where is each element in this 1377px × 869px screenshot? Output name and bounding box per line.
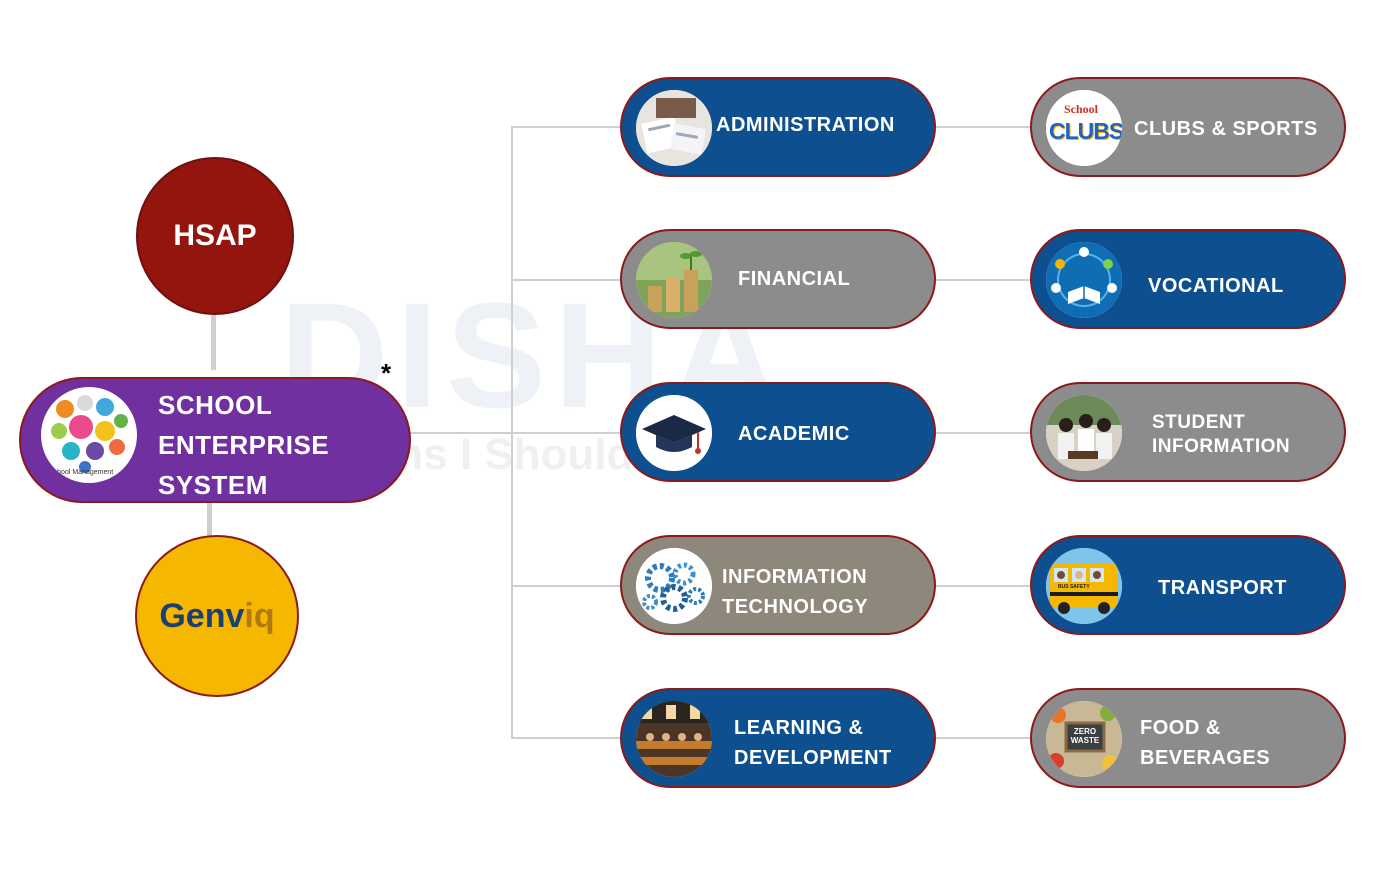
- module-vocational-label: VOCATIONAL: [1148, 271, 1284, 301]
- module-academic[interactable]: ACADEMIC: [620, 382, 936, 482]
- financial-icon: [636, 242, 712, 318]
- genviq-label: Genviq: [159, 597, 274, 636]
- asterisk-marker: *: [381, 358, 391, 389]
- zero-waste-icon: ZERO WASTE: [1046, 701, 1122, 777]
- module-student-information-label-line-1: STUDENT: [1152, 411, 1290, 435]
- module-administration-label-line-1: ADMINISTRATION: [716, 110, 895, 140]
- classroom-icon: [636, 701, 712, 777]
- module-clubs-sports-label-line-1: CLUBS & SPORTS: [1134, 114, 1318, 144]
- students-icon: [1046, 395, 1122, 471]
- school-bus-icon: BUS SAFETY: [1046, 548, 1122, 624]
- module-transport-label: TRANSPORT: [1158, 573, 1287, 603]
- school-management-caption: School Management: [49, 469, 113, 476]
- module-learning-development-label-line-1: LEARNING &: [734, 713, 892, 743]
- module-administration-label: ADMINISTRATION: [716, 110, 895, 140]
- module-administration[interactable]: ADMINISTRATION: [620, 77, 936, 177]
- hsap-node: HSAP: [136, 157, 294, 315]
- connector-pair-1: [936, 126, 1032, 128]
- module-food-beverages-label: FOOD & BEVERAGES: [1140, 713, 1270, 773]
- school-clubs-icon: School CLUBS: [1046, 90, 1122, 166]
- school-enterprise-line-1: SCHOOL: [158, 385, 329, 425]
- module-food-beverages-label-line-1: FOOD &: [1140, 713, 1270, 743]
- module-food-beverages[interactable]: ZERO WASTE FOOD & BEVERAGES: [1030, 688, 1346, 788]
- administration-icon: [636, 90, 712, 166]
- module-information-technology-label-line-1: INFORMATION: [722, 562, 868, 592]
- module-transport[interactable]: BUS SAFETY TRANSPORT: [1030, 535, 1346, 635]
- zero-waste-text: ZERO WASTE: [1070, 727, 1100, 745]
- genviq-label-part2: iq: [244, 597, 274, 635]
- connector-main: [410, 432, 512, 434]
- connector-pair-4: [936, 585, 1032, 587]
- connector-branch-5: [511, 737, 621, 739]
- connector-pair-5: [936, 737, 1032, 739]
- graduation-cap-icon: [636, 395, 712, 471]
- module-student-information[interactable]: STUDENT INFORMATION: [1030, 382, 1346, 482]
- module-information-technology-label: INFORMATION TECHNOLOGY: [722, 562, 868, 622]
- school-enterprise-line-3: SYSTEM: [158, 465, 329, 505]
- module-food-beverages-label-line-2: BEVERAGES: [1140, 743, 1270, 773]
- school-management-icon: School Management: [41, 387, 137, 483]
- school-clubs-clubs-text: CLUBS: [1049, 118, 1122, 145]
- connector-pair-2: [936, 279, 1032, 281]
- connector-branch-3: [511, 432, 621, 434]
- module-financial-label: FINANCIAL: [738, 264, 850, 294]
- school-clubs-school-text: School: [1064, 102, 1098, 117]
- genviq-node: Genviq: [135, 535, 299, 697]
- module-information-technology-label-line-2: TECHNOLOGY: [722, 592, 868, 622]
- gears-icon: [636, 548, 712, 624]
- module-financial[interactable]: FINANCIAL: [620, 229, 936, 329]
- module-academic-label: ACADEMIC: [738, 419, 850, 449]
- vocational-icon: [1046, 242, 1122, 318]
- connector-hsap: [211, 312, 216, 370]
- connector-genviq: [207, 500, 212, 540]
- connector-branch-2: [511, 279, 621, 281]
- module-vocational-label-line-1: VOCATIONAL: [1148, 271, 1284, 301]
- module-student-information-label-line-2: INFORMATION: [1152, 435, 1290, 459]
- module-learning-development[interactable]: LEARNING & DEVELOPMENT: [620, 688, 936, 788]
- module-financial-label-line-1: FINANCIAL: [738, 264, 850, 294]
- module-transport-label-line-1: TRANSPORT: [1158, 573, 1287, 603]
- module-information-technology[interactable]: INFORMATION TECHNOLOGY: [620, 535, 936, 635]
- connector-branch-1: [511, 126, 621, 128]
- module-learning-development-label-line-2: DEVELOPMENT: [734, 743, 892, 773]
- school-enterprise-label: SCHOOL ENTERPRISE SYSTEM: [158, 385, 329, 505]
- school-enterprise-node: School Management SCHOOL ENTERPRISE SYST…: [19, 377, 411, 503]
- school-enterprise-line-2: ENTERPRISE: [158, 425, 329, 465]
- module-clubs-sports-label: CLUBS & SPORTS: [1134, 114, 1318, 144]
- hsap-label: HSAP: [173, 219, 256, 253]
- module-vocational[interactable]: VOCATIONAL: [1030, 229, 1346, 329]
- genviq-label-part1: Genv: [159, 597, 244, 635]
- module-academic-label-line-1: ACADEMIC: [738, 419, 850, 449]
- module-learning-development-label: LEARNING & DEVELOPMENT: [734, 713, 892, 773]
- module-student-information-label: STUDENT INFORMATION: [1152, 411, 1290, 459]
- module-clubs-sports[interactable]: School CLUBS CLUBS & SPORTS: [1030, 77, 1346, 177]
- school-bus-text: BUS SAFETY: [1058, 584, 1090, 590]
- connector-pair-3: [936, 432, 1032, 434]
- connector-branch-4: [511, 585, 621, 587]
